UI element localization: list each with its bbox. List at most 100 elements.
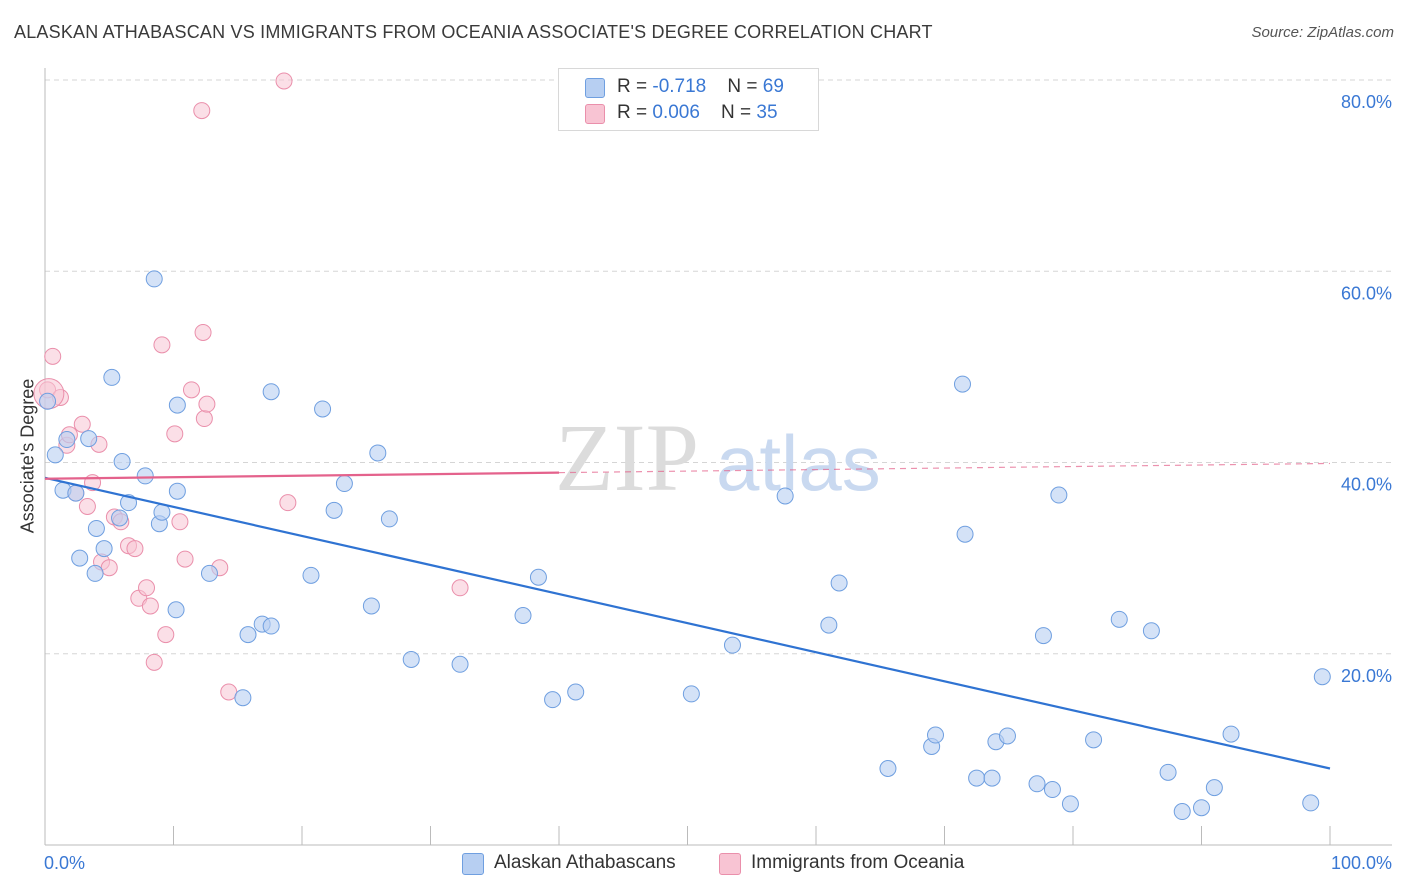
tick-labels: 20.0% 40.0% 60.0% 80.0% 0.0% 100.0%: [44, 92, 1392, 873]
data-point-athabascans: [968, 769, 986, 787]
data-point-oceania: [195, 410, 213, 428]
series-legend: Alaskan Athabascans Immigrants from Ocea…: [0, 852, 1406, 878]
data-point-athabascans: [830, 574, 848, 592]
data-point-athabascans: [879, 760, 897, 777]
legend-swatch-blue: [462, 853, 484, 875]
data-point-athabascans: [776, 487, 794, 505]
data-point-athabascans: [567, 683, 585, 701]
r-value: -0.718: [652, 76, 707, 97]
chart-title: ALASKAN ATHABASCAN VS IMMIGRANTS FROM OC…: [14, 22, 933, 42]
y-tick-label: 80.0%: [1341, 92, 1392, 112]
data-point-athabascans: [71, 549, 89, 567]
grid-lines: [45, 79, 1392, 655]
trend-line-oceania-extension: [558, 462, 1331, 474]
data-point-athabascans: [1173, 803, 1191, 821]
data-point-athabascans: [1313, 668, 1331, 686]
data-point-athabascans: [86, 564, 104, 582]
data-point-athabascans: [58, 431, 76, 449]
data-point-athabascans: [103, 368, 121, 386]
data-point-athabascans: [953, 375, 971, 393]
legend-swatch-blue: [585, 78, 605, 98]
stats-legend: R = -0.718 N = 69 R = 0.006 N = 35: [558, 68, 819, 131]
r-label: R =: [617, 102, 653, 123]
y-axis-label: Associate's Degree: [17, 378, 38, 534]
data-point-athabascans: [314, 400, 332, 418]
data-point-oceania: [451, 579, 469, 597]
data-point-athabascans: [927, 726, 945, 744]
n-label: N =: [721, 102, 757, 123]
data-point-athabascans: [514, 607, 532, 624]
watermark-zip: ZIP: [555, 404, 699, 511]
data-point-athabascans: [998, 727, 1016, 745]
data-point-oceania: [157, 626, 175, 644]
data-point-oceania: [166, 425, 184, 443]
data-point-athabascans: [1085, 731, 1103, 749]
y-tick-label: 20.0%: [1341, 666, 1392, 686]
trend-lines: [44, 462, 1331, 770]
data-point-athabascans: [682, 685, 700, 703]
data-point-athabascans: [46, 446, 64, 464]
x-tick-label: 0.0%: [44, 853, 85, 873]
data-point-oceania: [153, 336, 171, 354]
data-point-athabascans: [369, 444, 387, 462]
r-label: R =: [617, 76, 653, 97]
legend-swatch-pink: [719, 853, 741, 875]
n-value: 35: [756, 102, 778, 123]
data-point-athabascans: [362, 597, 380, 615]
data-point-oceania: [279, 494, 297, 512]
series-alaskan-athabascans: [39, 270, 1331, 821]
legend-swatch-pink: [585, 104, 605, 124]
legend-label: Alaskan Athabascans: [494, 852, 676, 873]
watermark: ZIP atlas: [555, 404, 881, 511]
data-point-athabascans: [39, 392, 57, 410]
data-point-athabascans: [451, 655, 469, 673]
data-point-athabascans: [136, 467, 154, 485]
data-point-athabascans: [167, 601, 185, 619]
data-point-oceania: [171, 513, 189, 531]
data-point-athabascans: [302, 566, 320, 584]
data-point-oceania: [78, 497, 96, 515]
data-point-athabascans: [168, 396, 186, 414]
data-point-oceania: [73, 415, 91, 433]
data-point-athabascans: [1302, 794, 1320, 812]
data-point-athabascans: [1043, 781, 1061, 799]
data-point-athabascans: [1142, 622, 1160, 640]
data-point-athabascans: [325, 501, 343, 519]
data-point-athabascans: [820, 616, 838, 634]
data-point-athabascans: [529, 568, 547, 586]
data-point-athabascans: [1034, 627, 1052, 645]
data-point-oceania: [182, 381, 200, 399]
data-point-athabascans: [335, 475, 353, 493]
data-point-athabascans: [262, 617, 280, 635]
n-value: 69: [762, 76, 784, 97]
data-point-athabascans: [80, 430, 98, 448]
data-point-athabascans: [1193, 799, 1210, 817]
data-point-athabascans: [113, 453, 131, 471]
data-point-athabascans: [544, 691, 562, 709]
data-point-oceania: [44, 347, 62, 365]
data-point-athabascans: [200, 564, 218, 582]
watermark-atlas: atlas: [716, 419, 881, 507]
data-point-athabascans: [67, 484, 85, 502]
y-tick-label: 40.0%: [1341, 475, 1392, 495]
data-point-athabascans: [1061, 795, 1079, 813]
data-point-athabascans: [168, 482, 186, 500]
x-tick-label: 100.0%: [1331, 853, 1392, 873]
data-point-oceania: [275, 72, 293, 90]
data-point-oceania: [194, 323, 212, 341]
data-point-oceania: [220, 683, 238, 701]
data-point-athabascans: [111, 509, 129, 527]
data-point-athabascans: [87, 519, 105, 537]
data-point-athabascans: [262, 383, 280, 401]
r-value: 0.006: [652, 102, 700, 123]
data-point-athabascans: [1159, 763, 1177, 781]
data-point-athabascans: [956, 525, 974, 543]
data-point-oceania: [138, 579, 156, 597]
data-point-oceania: [100, 559, 118, 577]
y-tick-label: 60.0%: [1341, 283, 1392, 303]
data-point-athabascans: [380, 510, 398, 528]
data-point-oceania: [145, 653, 163, 671]
axes: [44, 68, 1392, 846]
data-point-athabascans: [145, 270, 163, 288]
